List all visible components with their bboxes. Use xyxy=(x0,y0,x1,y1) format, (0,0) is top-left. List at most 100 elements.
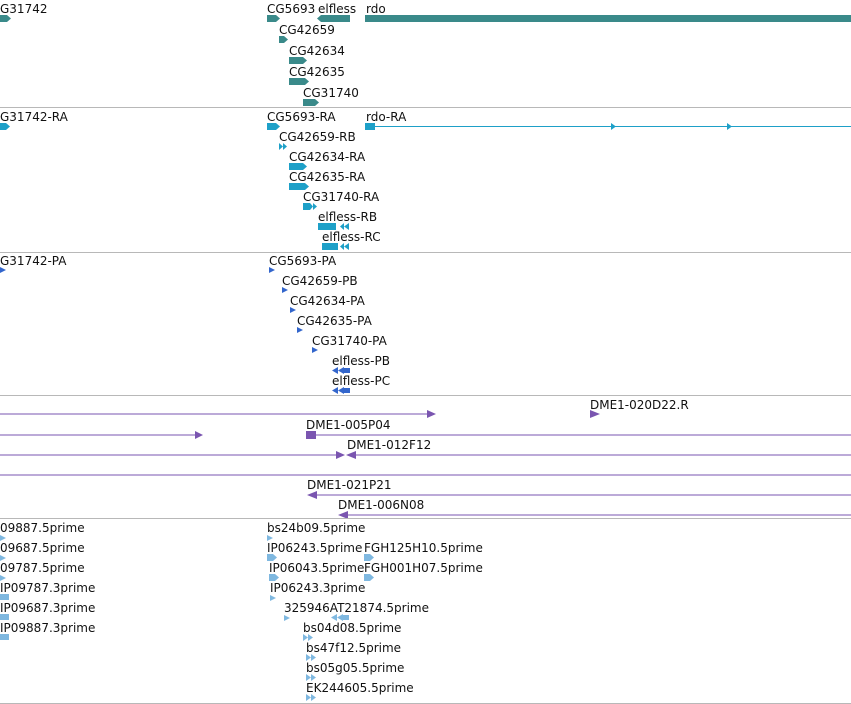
est-label-bs47f12-5[interactable]: bs47f12.5prime xyxy=(306,641,402,655)
clone-label-dme1-020d22r[interactable]: DME1-020D22.R xyxy=(590,398,689,412)
clone-line-2[interactable] xyxy=(0,430,204,440)
gene-glyph-rdo[interactable] xyxy=(365,15,851,22)
est-glyph-bs05g05-5[interactable] xyxy=(306,674,322,682)
protein-glyph-cg31742-pa[interactable] xyxy=(0,267,8,275)
gene-label-cg42659[interactable]: CG42659 xyxy=(279,23,335,37)
gene-label-cg42635[interactable]: CG42635 xyxy=(289,65,345,79)
transcript-label-elfless-rc[interactable]: elfless-RC xyxy=(322,230,381,244)
est-label-bs24b09-5[interactable]: bs24b09.5prime xyxy=(267,521,366,535)
est-label-ip09787-3[interactable]: IP09787.3prime xyxy=(0,581,96,595)
transcript-label-cg42659-rb[interactable]: CG42659-RB xyxy=(279,130,356,144)
gene-glyph-cg31742[interactable] xyxy=(0,15,12,23)
protein-label-cg42659-pb[interactable]: CG42659-PB xyxy=(282,274,358,288)
transcript-label-cg31740-ra[interactable]: CG31740-RA xyxy=(303,190,380,204)
gene-glyph-cg31740[interactable] xyxy=(303,99,321,107)
est-label-ip06243-3[interactable]: IP06243.3prime xyxy=(270,581,366,595)
clone-glyph-dme1-005p04[interactable] xyxy=(306,430,851,440)
protein-track: G31742-PA CG5693-PA CG42659-PB CG42634-P… xyxy=(0,253,851,396)
est-label-09687-5[interactable]: 09687.5prime xyxy=(0,541,85,555)
clone-line-1[interactable] xyxy=(0,409,437,419)
gene-label-cg42634[interactable]: CG42634 xyxy=(289,44,345,58)
est-glyph-fgh001h07-5[interactable] xyxy=(364,574,376,582)
gene-label-cg31742[interactable]: G31742 xyxy=(0,2,48,16)
protein-label-elfless-pc[interactable]: elfless-PC xyxy=(332,374,391,388)
gene-glyph-cg42635[interactable] xyxy=(289,78,311,86)
protein-label-cg31742-pa[interactable]: G31742-PA xyxy=(0,254,67,268)
clone-label-dme1-006n08[interactable]: DME1-006N08 xyxy=(338,498,425,512)
est-glyph-fgh125h10-5[interactable] xyxy=(364,554,376,562)
est-label-ek244605-5[interactable]: EK244605.5prime xyxy=(306,681,414,695)
protein-glyph-cg42635-pa[interactable] xyxy=(297,327,305,335)
clone-line-3[interactable] xyxy=(0,450,347,460)
clone-glyph-dme1-006n08[interactable] xyxy=(338,510,851,519)
est-glyph-09787-5[interactable] xyxy=(0,575,8,581)
est-glyph-bs47f12-5[interactable] xyxy=(306,654,322,662)
est-glyph-ip09687-3[interactable] xyxy=(0,614,12,622)
gene-glyph-cg42659[interactable] xyxy=(279,36,289,44)
protein-glyph-elfless-pb[interactable] xyxy=(332,367,352,375)
transcript-label-cg5693-ra[interactable]: CG5693-RA xyxy=(267,110,336,124)
protein-label-elfless-pb[interactable]: elfless-PB xyxy=(332,354,390,368)
clone-label-dme1-012f12[interactable]: DME1-012F12 xyxy=(347,438,432,452)
est-glyph-ip06043-5[interactable] xyxy=(269,574,281,582)
protein-label-cg31740-pa[interactable]: CG31740-PA xyxy=(312,334,387,348)
est-glyph-325946at21874-5[interactable] xyxy=(284,615,292,621)
protein-label-cg5693-pa[interactable]: CG5693-PA xyxy=(269,254,337,268)
gene-label-elfless[interactable]: elfless xyxy=(318,2,357,16)
gene-label-cg5693[interactable]: CG5693 xyxy=(267,2,316,16)
transcript-glyph-cg31742-ra[interactable] xyxy=(0,123,12,131)
clone-label-dme1-005p04[interactable]: DME1-005P04 xyxy=(306,418,391,432)
est-label-ip09887-3[interactable]: IP09887.3prime xyxy=(0,621,96,635)
clone-glyph-dme1-020d22r[interactable] xyxy=(590,409,602,419)
est-glyph-bs04d08-5[interactable] xyxy=(303,634,319,642)
transcript-glyph-rdo-ra[interactable] xyxy=(365,123,851,131)
est-label-bs05g05-5[interactable]: bs05g05.5prime xyxy=(306,661,405,675)
transcript-glyph-cg5693-ra[interactable] xyxy=(267,123,281,131)
clone-line-4[interactable] xyxy=(0,470,851,480)
transcript-label-cg31742-ra[interactable]: G31742-RA xyxy=(0,110,68,124)
est-label-bs04d08-5[interactable]: bs04d08.5prime xyxy=(303,621,402,635)
transcript-glyph-cg42659-rb[interactable] xyxy=(279,143,291,151)
protein-glyph-elfless-pc[interactable] xyxy=(332,387,352,395)
protein-glyph-cg42634-pa[interactable] xyxy=(290,307,298,315)
protein-glyph-cg42659-pb[interactable] xyxy=(282,287,290,295)
protein-glyph-cg31740-pa[interactable] xyxy=(312,347,320,355)
gene-label-rdo[interactable]: rdo xyxy=(366,2,386,16)
est-glyph-ip09887-3[interactable] xyxy=(0,634,12,642)
transcript-glyph-cg42635-ra[interactable] xyxy=(289,183,311,191)
gene-glyph-cg5693[interactable] xyxy=(267,15,281,23)
est-label-fgh125h10-5[interactable]: FGH125H10.5prime xyxy=(364,541,483,555)
est-label-ip06043-5[interactable]: IP06043.5prime xyxy=(269,561,365,575)
transcript-glyph-cg31740-ra[interactable] xyxy=(303,203,321,211)
protein-label-cg42635-pa[interactable]: CG42635-PA xyxy=(297,314,372,328)
gene-glyph-cg42634[interactable] xyxy=(289,57,309,65)
est-label-ip09687-3[interactable]: IP09687.3prime xyxy=(0,601,96,615)
gene-glyph-elfless[interactable] xyxy=(317,15,351,23)
transcript-label-cg42634-ra[interactable]: CG42634-RA xyxy=(289,150,366,164)
est-glyph-ip09787-3[interactable] xyxy=(0,594,12,602)
est-glyph-at21874-reverse[interactable] xyxy=(331,614,353,622)
est-label-09787-5[interactable]: 09787.5prime xyxy=(0,561,85,575)
transcript-label-rdo-ra[interactable]: rdo-RA xyxy=(366,110,407,124)
transcript-glyph-elfless-rc[interactable] xyxy=(322,243,352,251)
transcript-label-cg42635-ra[interactable]: CG42635-RA xyxy=(289,170,366,184)
est-glyph-09687-5[interactable] xyxy=(0,555,8,561)
est-label-09887-5[interactable]: 09887.5prime xyxy=(0,521,85,535)
clone-glyph-dme1-012f12[interactable] xyxy=(346,450,851,460)
est-glyph-ek244605-5[interactable] xyxy=(306,694,322,702)
est-glyph-ip06243-5[interactable] xyxy=(267,554,279,562)
est-glyph-bs24b09-5[interactable] xyxy=(267,535,275,541)
protein-glyph-cg5693-pa[interactable] xyxy=(269,267,277,275)
est-glyph-ip06243-3[interactable] xyxy=(270,595,278,601)
clone-label-dme1-021p21[interactable]: DME1-021P21 xyxy=(307,478,392,492)
est-glyph-09887-5[interactable] xyxy=(0,535,8,541)
protein-label-cg42634-pa[interactable]: CG42634-PA xyxy=(290,294,365,308)
transcript-label-elfless-rb[interactable]: elfless-RB xyxy=(318,210,378,224)
clone-glyph-dme1-021p21[interactable] xyxy=(307,490,851,500)
gene-label-cg31740[interactable]: CG31740 xyxy=(303,86,359,100)
est-label-fgh001h07-5[interactable]: FGH001H07.5prime xyxy=(364,561,483,575)
est-label-ip06243-5[interactable]: IP06243.5prime xyxy=(267,541,363,555)
transcript-glyph-elfless-rb[interactable] xyxy=(318,223,352,231)
transcript-glyph-cg42634-ra[interactable] xyxy=(289,163,309,171)
est-label-325946at21874-5[interactable]: 325946AT21874.5prime xyxy=(284,601,429,615)
